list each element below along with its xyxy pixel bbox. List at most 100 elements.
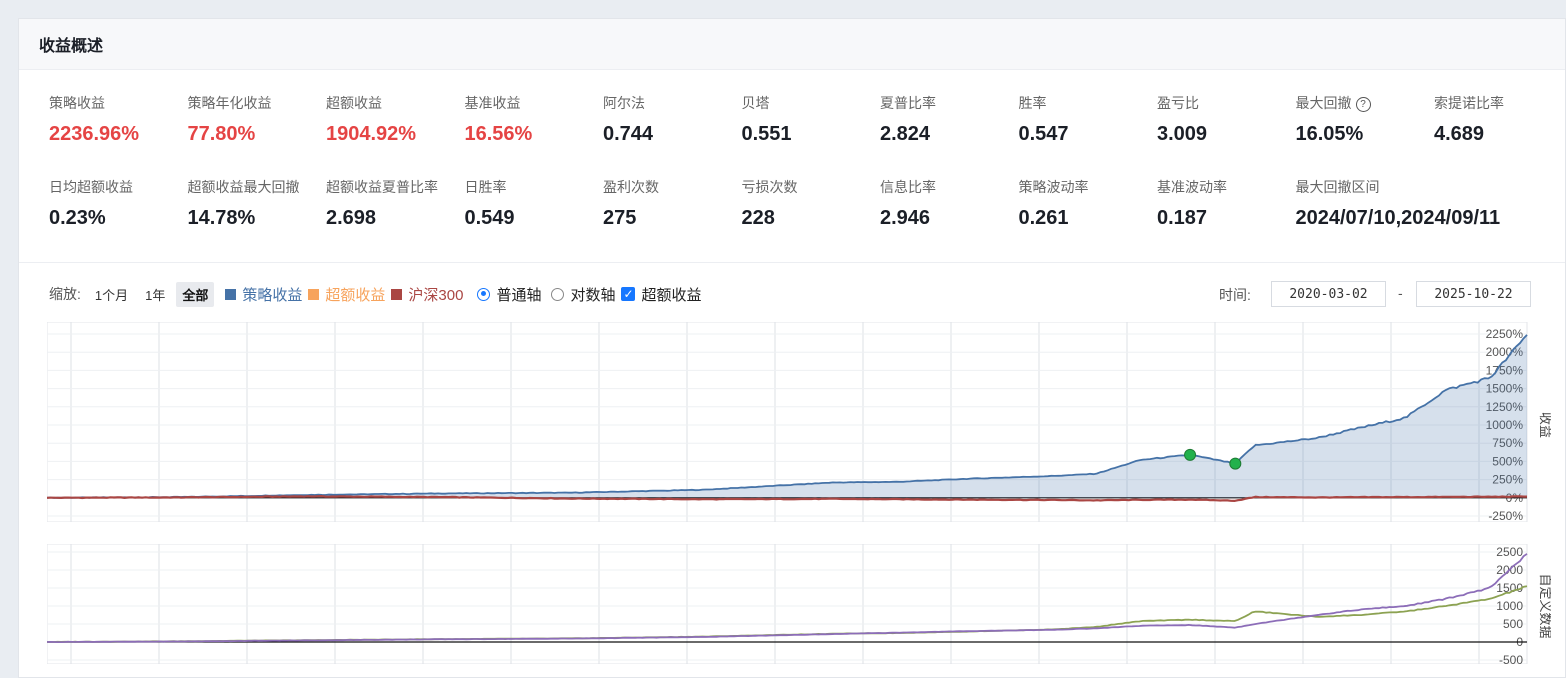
metric-label-text: 贝塔 [741,95,770,111]
y-tick-label: 1500 [1496,581,1523,595]
metric-label: 日均超额收益 [49,177,187,197]
metric-label-text: 策略收益 [49,95,105,111]
metric-value: 0.549 [464,207,515,229]
y-tick-label: 2500 [1496,545,1523,559]
y-tick-label: 1500% [1486,382,1524,396]
metric-value: 16.56% [464,123,533,145]
divider [19,262,1565,263]
radio-checked-icon [477,287,491,301]
metric-row1-1: 策略年化收益 77.80% [188,93,326,146]
metric-row2-3: 日胜率 0.549 [465,177,603,230]
returns-chart[interactable]: 2250%2000%1750%1500%1250%1000%750%500%25… [47,322,1551,522]
metric-label: 基准波动率 [1157,177,1295,197]
metric-label-text: 夏普比率 [880,95,936,111]
metric-row1-5: 贝塔 0.551 [742,93,880,146]
metric-value: 228 [741,207,775,229]
metric-label: 胜率 [1019,93,1157,113]
metric-label: 策略收益 [49,93,187,113]
metric-label: 策略波动率 [1019,177,1157,197]
plot-area [47,322,1528,522]
legend-strategy-return[interactable]: 策略收益 [225,284,302,305]
metric-label-text: 基准波动率 [1157,179,1227,195]
metric-label-text: 超额收益 [326,95,382,111]
radio-unchecked-icon [551,287,565,301]
metric-label: 策略年化收益 [188,93,326,113]
metric-label: 信息比率 [880,177,1018,197]
time-label: 时间: [1219,287,1251,303]
series-line [47,553,1528,643]
metric-row1-2: 超额收益 1904.92% [326,93,464,146]
metric-label-text: 最大回撤 [1295,95,1352,111]
y-tick-label: 1000 [1496,599,1523,613]
chart-controls: 缩放: 1个月 1年 全部 策略收益 超额收益 沪深300 普通轴 对数轴 ✓ … [49,281,701,307]
metric-label: 盈亏比 [1157,93,1295,113]
metric-row1-9: 最大回撤? 16.05% [1296,93,1434,146]
series-line [47,494,1527,503]
legend-hs300[interactable]: 沪深300 [391,284,463,305]
metric-value: 1904.92% [326,123,417,145]
metric-label: 亏损次数 [742,177,880,197]
metric-label: 超额收益最大回撤 [188,177,326,197]
zoom-1-year-button[interactable]: 1年 [145,287,166,303]
metric-row2-6: 信息比率 2.946 [880,177,1018,230]
series-line [47,334,1528,499]
metric-row1-6: 夏普比率 2.824 [880,93,1018,146]
legend-label: 沪深300 [408,286,464,304]
metric-value: 0.547 [1018,123,1069,145]
drawdown-marker [1184,448,1197,461]
metric-label: 贝塔 [742,93,880,113]
legend-swatch-icon [225,288,237,300]
normal-axis-radio[interactable]: 普通轴 [477,284,541,305]
legend-label: 策略收益 [242,286,303,304]
metric-value: 4.689 [1434,123,1485,145]
metric-row2-9: 最大回撤区间 2024/07/10,2024/09/11 [1296,177,1556,230]
checkbox-checked-icon: ✓ [621,287,636,301]
metric-value: 275 [603,207,637,229]
metric-label-text: 基准收益 [464,95,521,111]
zoom-all-button[interactable]: 全部 [176,281,215,307]
metric-row2-8: 基准波动率 0.187 [1157,177,1295,230]
metric-row1-10: 索提诺比率 4.689 [1434,93,1566,146]
metric-label-text: 策略波动率 [1018,179,1089,195]
legend-label: 超额收益 [325,286,386,304]
metric-label-text: 索提诺比率 [1434,95,1504,111]
metric-row1-7: 胜率 0.547 [1019,93,1157,146]
legend-excess-return[interactable]: 超额收益 [308,284,385,305]
metric-value: 77.80% [187,123,256,145]
metric-label-text: 超额收益夏普比率 [326,179,438,195]
help-icon[interactable]: ? [1355,97,1371,112]
metric-label-text: 阿尔法 [603,95,645,111]
y-tick-label: 500% [1492,454,1523,468]
y-tick-label: 250% [1492,473,1523,487]
zoom-1-month-button[interactable]: 1个月 [94,287,129,303]
plot-area [47,544,1528,664]
y-tick-label: -500 [1499,653,1523,664]
metric-label: 最大回撤? [1296,93,1434,113]
series-area [47,334,1527,498]
metric-row2-2: 超额收益夏普比率 2.698 [326,177,464,230]
start-date-input[interactable]: 2020-03-02 [1271,281,1386,307]
end-date-input[interactable]: 2025-10-22 [1416,281,1531,307]
zoom-label: 缩放: [49,286,81,302]
metric-label: 超额收益 [326,93,464,113]
metric-value: 0.261 [1018,207,1069,229]
metric-row2-1: 超额收益最大回撤 14.78% [188,177,326,230]
metric-value: 0.187 [1157,207,1208,229]
metric-value: 2.946 [880,207,931,229]
y-tick-label: 750% [1492,436,1523,450]
metric-value: 0.23% [49,207,106,229]
metric-label: 超额收益夏普比率 [326,177,464,197]
metric-row1-0: 策略收益 2236.96% [49,93,187,146]
legend-swatch-icon [391,288,403,300]
metric-row1-3: 基准收益 16.56% [465,93,603,146]
log-axis-radio[interactable]: 对数轴 [551,284,615,305]
metric-row2-0: 日均超额收益 0.23% [49,177,187,230]
metric-label: 阿尔法 [603,93,741,113]
metric-label: 夏普比率 [880,93,1018,113]
metric-value: 0.744 [603,123,654,145]
date-range-separator: - [1398,285,1403,301]
metric-label-text: 信息比率 [880,179,936,195]
excess-return-checkbox[interactable]: ✓ 超额收益 [621,284,701,305]
metric-label-text: 日均超额收益 [49,179,133,195]
